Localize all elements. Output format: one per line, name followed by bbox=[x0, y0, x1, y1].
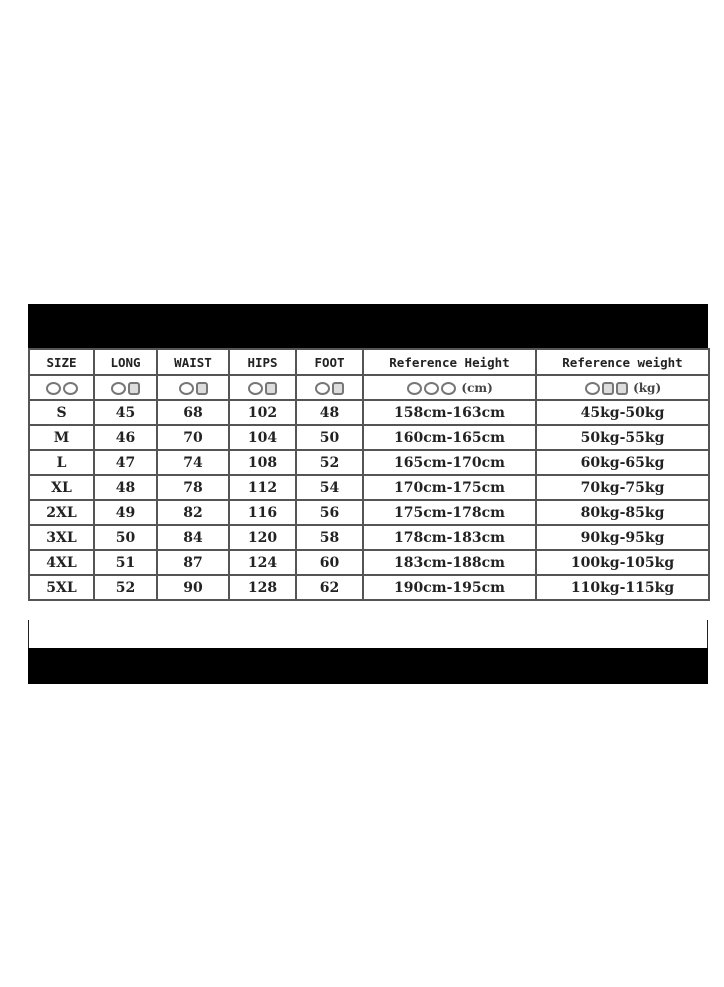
cell-waist: 74 bbox=[156, 449, 230, 476]
cell-reference-weight: 100kg-105kg bbox=[535, 549, 710, 576]
size-chart-table: SIZE LONG WAIST HIPS FOOT Reference Heig… bbox=[28, 348, 710, 601]
cell-long: 51 bbox=[93, 549, 158, 576]
cell-long: 45 bbox=[93, 399, 158, 426]
cell-long: 48 bbox=[93, 474, 158, 501]
cell-reference-weight: 50kg-55kg bbox=[535, 424, 710, 451]
cell-reference-weight: 80kg-85kg bbox=[535, 499, 710, 526]
table-row: XL 48 78 112 54 170cm-175cm 70kg-75kg bbox=[28, 474, 710, 501]
cell-waist: 84 bbox=[156, 524, 230, 551]
cell-hips: 102 bbox=[228, 399, 297, 426]
unit-row: (cm) (kg) bbox=[28, 374, 710, 401]
cell-size: 3XL bbox=[28, 524, 95, 551]
cell-foot: 54 bbox=[295, 474, 364, 501]
garbled-glyph-icon bbox=[295, 374, 364, 401]
cell-reference-height: 158cm-163cm bbox=[362, 399, 537, 426]
header-reference-weight: Reference weight bbox=[535, 348, 710, 376]
footer-blank-area bbox=[28, 620, 708, 648]
cell-reference-weight: 110kg-115kg bbox=[535, 574, 710, 601]
header-long: LONG bbox=[93, 348, 158, 376]
height-unit-cell: (cm) bbox=[362, 374, 537, 401]
garbled-glyph-icon bbox=[584, 381, 600, 395]
cell-hips: 112 bbox=[228, 474, 297, 501]
bottom-black-band bbox=[28, 648, 708, 684]
cell-hips: 104 bbox=[228, 424, 297, 451]
cell-long: 50 bbox=[93, 524, 158, 551]
cell-long: 46 bbox=[93, 424, 158, 451]
cell-waist: 70 bbox=[156, 424, 230, 451]
top-black-band bbox=[28, 304, 708, 348]
table-row: 3XL 50 84 120 58 178cm-183cm 90kg-95kg bbox=[28, 524, 710, 551]
cell-reference-height: 183cm-188cm bbox=[362, 549, 537, 576]
cell-foot: 56 bbox=[295, 499, 364, 526]
cell-size: S bbox=[28, 399, 95, 426]
cell-foot: 48 bbox=[295, 399, 364, 426]
cell-reference-weight: 90kg-95kg bbox=[535, 524, 710, 551]
cell-foot: 52 bbox=[295, 449, 364, 476]
cell-hips: 116 bbox=[228, 499, 297, 526]
cell-foot: 58 bbox=[295, 524, 364, 551]
cell-reference-height: 170cm-175cm bbox=[362, 474, 537, 501]
cell-hips: 108 bbox=[228, 449, 297, 476]
header-row: SIZE LONG WAIST HIPS FOOT Reference Heig… bbox=[28, 348, 710, 376]
table-row: L 47 74 108 52 165cm-170cm 60kg-65kg bbox=[28, 449, 710, 476]
garbled-glyph-icon bbox=[601, 381, 614, 395]
garbled-glyph-icon bbox=[93, 374, 158, 401]
table-row: 5XL 52 90 128 62 190cm-195cm 110kg-115kg bbox=[28, 574, 710, 601]
cell-foot: 62 bbox=[295, 574, 364, 601]
cell-long: 49 bbox=[93, 499, 158, 526]
garbled-glyph-icon bbox=[407, 381, 423, 395]
garbled-glyph-icon bbox=[228, 374, 297, 401]
garbled-glyph-icon bbox=[441, 381, 457, 395]
cell-long: 52 bbox=[93, 574, 158, 601]
cell-reference-height: 178cm-183cm bbox=[362, 524, 537, 551]
header-hips: HIPS bbox=[228, 348, 297, 376]
table-row: M 46 70 104 50 160cm-165cm 50kg-55kg bbox=[28, 424, 710, 451]
cell-long: 47 bbox=[93, 449, 158, 476]
table-row: 2XL 49 82 116 56 175cm-178cm 80kg-85kg bbox=[28, 499, 710, 526]
cell-foot: 60 bbox=[295, 549, 364, 576]
header-size: SIZE bbox=[28, 348, 95, 376]
cell-waist: 68 bbox=[156, 399, 230, 426]
cell-reference-weight: 60kg-65kg bbox=[535, 449, 710, 476]
weight-unit-cell: (kg) bbox=[535, 374, 710, 401]
cell-reference-height: 175cm-178cm bbox=[362, 499, 537, 526]
cell-hips: 124 bbox=[228, 549, 297, 576]
garbled-glyph-icon bbox=[615, 381, 628, 395]
cell-reference-weight: 70kg-75kg bbox=[535, 474, 710, 501]
cell-size: XL bbox=[28, 474, 95, 501]
cell-reference-weight: 45kg-50kg bbox=[535, 399, 710, 426]
cell-reference-height: 165cm-170cm bbox=[362, 449, 537, 476]
cell-size: 5XL bbox=[28, 574, 95, 601]
table-row: S 45 68 102 48 158cm-163cm 45kg-50kg bbox=[28, 399, 710, 426]
cell-size: M bbox=[28, 424, 95, 451]
cell-waist: 90 bbox=[156, 574, 230, 601]
garbled-glyph-icon bbox=[424, 381, 440, 395]
cell-reference-height: 160cm-165cm bbox=[362, 424, 537, 451]
weight-unit: (kg) bbox=[633, 380, 662, 395]
cell-size: 2XL bbox=[28, 499, 95, 526]
cell-waist: 78 bbox=[156, 474, 230, 501]
table-row: 4XL 51 87 124 60 183cm-188cm 100kg-105kg bbox=[28, 549, 710, 576]
cell-foot: 50 bbox=[295, 424, 364, 451]
cell-hips: 120 bbox=[228, 524, 297, 551]
garbled-glyph-icon bbox=[28, 374, 95, 401]
cell-waist: 87 bbox=[156, 549, 230, 576]
cell-waist: 82 bbox=[156, 499, 230, 526]
cell-size: 4XL bbox=[28, 549, 95, 576]
cell-hips: 128 bbox=[228, 574, 297, 601]
height-unit: (cm) bbox=[461, 380, 493, 395]
garbled-glyph-icon bbox=[156, 374, 230, 401]
header-waist: WAIST bbox=[156, 348, 230, 376]
cell-reference-height: 190cm-195cm bbox=[362, 574, 537, 601]
cell-size: L bbox=[28, 449, 95, 476]
header-foot: FOOT bbox=[295, 348, 364, 376]
header-reference-height: Reference Height bbox=[362, 348, 537, 376]
